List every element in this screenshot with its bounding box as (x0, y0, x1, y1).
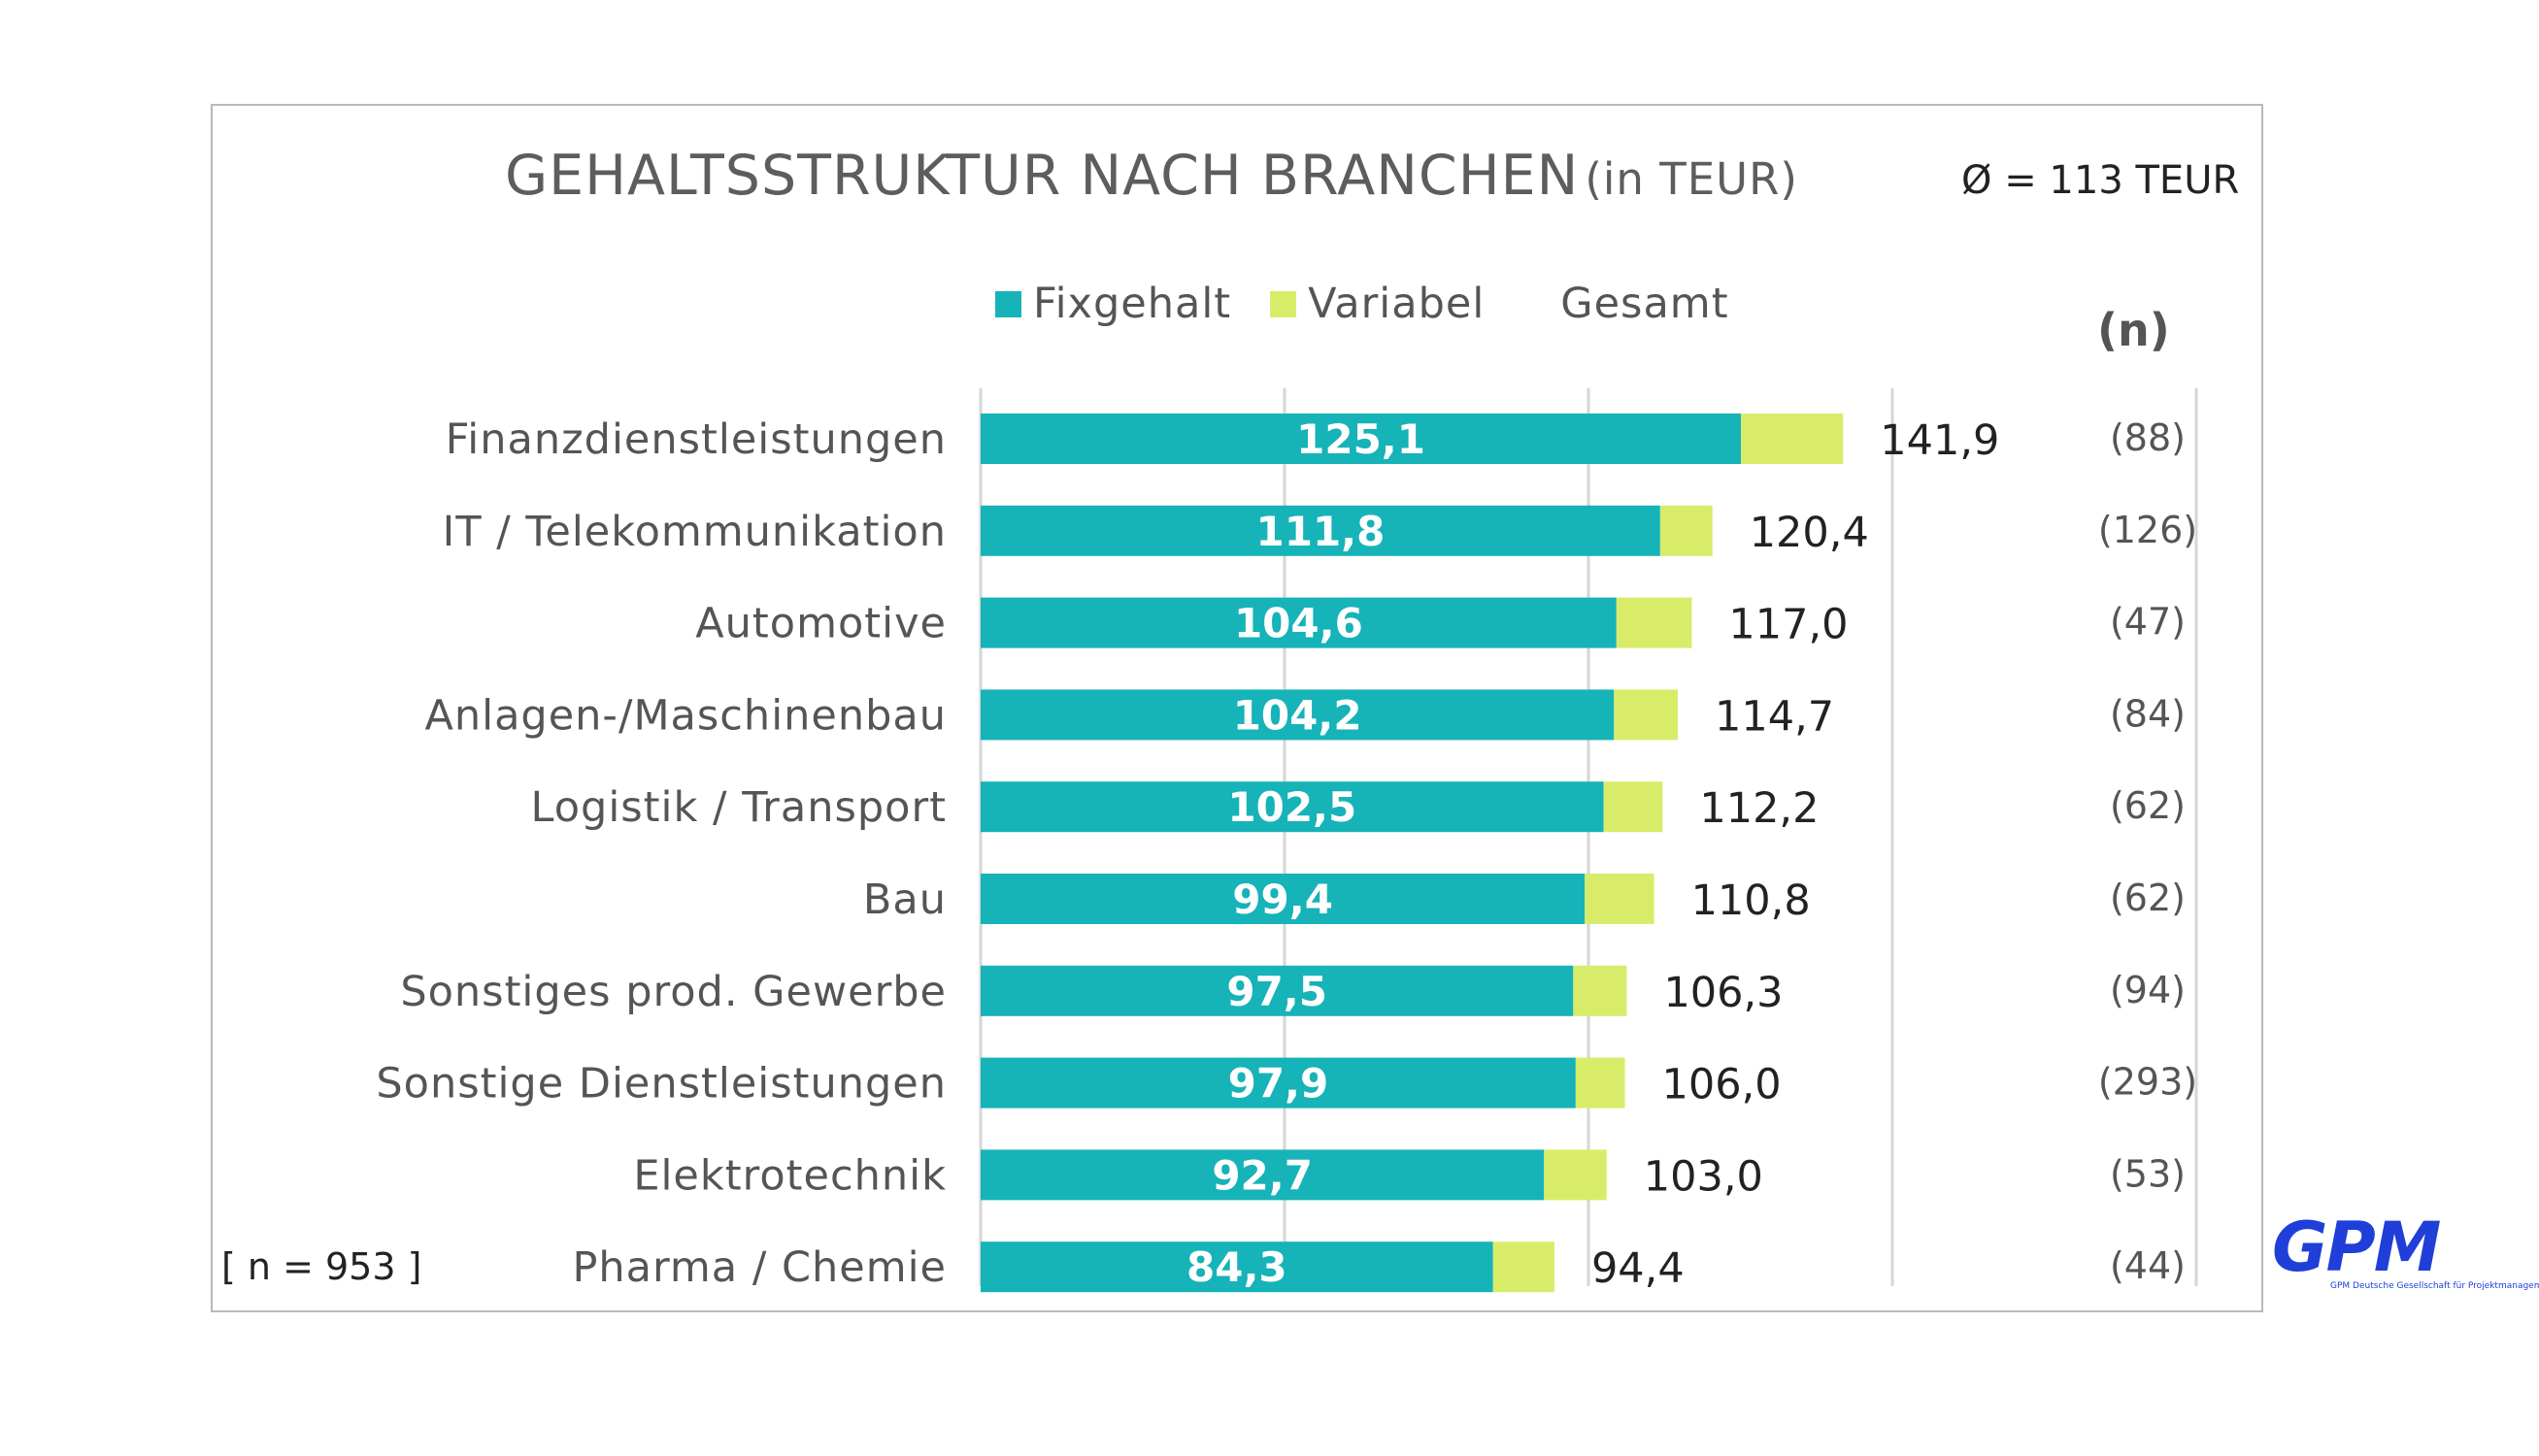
bar-fix-label-6: 97,5 (1226, 968, 1327, 1015)
total-label-9: 94,4 (1591, 1244, 1685, 1293)
bar-var-4 (1603, 781, 1663, 833)
n-label-4: (62) (2110, 784, 2186, 827)
category-label-7: Sonstige Dienstleistungen (376, 1060, 947, 1109)
average-label: Ø = 113 TEUR (1961, 158, 2240, 203)
sample-size-label: [ n = 953 ] (221, 1245, 422, 1288)
n-label-0: (88) (2110, 416, 2186, 459)
bar-var-9 (1492, 1241, 1554, 1293)
bar-var-0 (1741, 414, 1844, 464)
legend: Fixgehalt Variabel Gesamt (995, 280, 1729, 328)
total-label-0: 141,9 (1880, 416, 1999, 465)
n-label-8: (53) (2110, 1152, 2186, 1195)
category-label-0: Finanzdienstleistungen (446, 415, 947, 464)
total-label-7: 106,0 (1662, 1061, 1782, 1109)
category-label-8: Elektrotechnik (633, 1151, 947, 1200)
bar-fix-label-8: 92,7 (1212, 1151, 1313, 1199)
chart-title-unit: (in TEUR) (1585, 153, 1798, 205)
logo-tagline: GPM Deutsche Gesellschaft für Projektman… (2330, 1281, 2539, 1291)
legend-swatch-var (1270, 290, 1297, 317)
bar-fix-2 (981, 597, 1617, 648)
bar-fix-3 (981, 689, 1615, 741)
logo-text: GPM (2272, 1208, 2441, 1287)
category-label-5: Bau (863, 876, 947, 924)
bar-fix-label-1: 111,8 (1256, 508, 1386, 555)
category-label-1: IT / Telekommunikation (443, 508, 947, 556)
bar-var-1 (1659, 505, 1713, 556)
n-label-5: (62) (2110, 877, 2186, 919)
n-label-7: (293) (2098, 1061, 2197, 1104)
category-label-4: Logistik / Transport (531, 783, 947, 832)
bar-fix-8 (981, 1149, 1545, 1201)
chart-title-main: GEHALTSSTRUKTUR NACH BRANCHEN (505, 144, 1580, 208)
category-label-3: Anlagen-/Maschinenbau (424, 691, 947, 740)
category-label-2: Automotive (695, 600, 947, 648)
bar-fix-label-4: 102,5 (1227, 783, 1356, 831)
n-label-6: (94) (2110, 969, 2186, 1011)
chart-title: GEHALTSSTRUKTUR NACH BRANCHEN (in TEUR) (505, 144, 1798, 208)
bar-fix-5 (981, 874, 1586, 924)
total-label-4: 112,2 (1699, 784, 1819, 833)
bar-fix-9 (981, 1241, 1493, 1293)
category-label-6: Sonstiges prod. Gewerbe (400, 968, 947, 1016)
bar-fix-0 (981, 414, 1742, 464)
bar-fix-label-0: 125,1 (1296, 415, 1425, 463)
legend-label-fix: Fixgehalt (1033, 280, 1232, 328)
total-label-1: 120,4 (1750, 509, 1869, 557)
total-label-3: 114,7 (1715, 692, 1834, 741)
bar-var-7 (1575, 1057, 1625, 1109)
total-label-2: 117,0 (1728, 601, 1848, 649)
bar-fix-label-9: 84,3 (1186, 1243, 1287, 1291)
bar-var-8 (1544, 1149, 1607, 1201)
bar-fix-1 (981, 505, 1660, 556)
total-label-8: 103,0 (1644, 1152, 1763, 1201)
gpm-logo: GPM GPM Deutsche Gesellschaft für Projek… (2272, 1208, 2539, 1301)
bar-fix-label-3: 104,2 (1233, 691, 1362, 739)
legend-label-var: Variabel (1308, 280, 1486, 328)
bar-var-5 (1585, 874, 1654, 924)
bar-fix-label-5: 99,4 (1232, 876, 1333, 923)
bar-var-6 (1573, 965, 1627, 1016)
bar-fix-4 (981, 781, 1604, 833)
category-label-9: Pharma / Chemie (572, 1243, 947, 1292)
bar-fix-7 (981, 1057, 1576, 1109)
n-column-header: (n) (2097, 304, 2170, 356)
total-label-5: 110,8 (1691, 877, 1811, 925)
n-label-9: (44) (2110, 1244, 2186, 1287)
n-label-1: (126) (2098, 509, 2197, 551)
legend-label-total: Gesamt (1560, 280, 1729, 328)
bar-fix-label-2: 104,6 (1234, 600, 1363, 647)
legend-swatch-fix (995, 290, 1021, 317)
n-label-2: (47) (2110, 601, 2186, 644)
total-label-6: 106,3 (1663, 969, 1783, 1017)
bar-var-3 (1614, 689, 1679, 741)
n-label-3: (84) (2110, 692, 2186, 735)
bar-fix-label-7: 97,9 (1228, 1060, 1329, 1108)
bar-var-2 (1616, 597, 1692, 648)
bar-fix-6 (981, 965, 1574, 1016)
